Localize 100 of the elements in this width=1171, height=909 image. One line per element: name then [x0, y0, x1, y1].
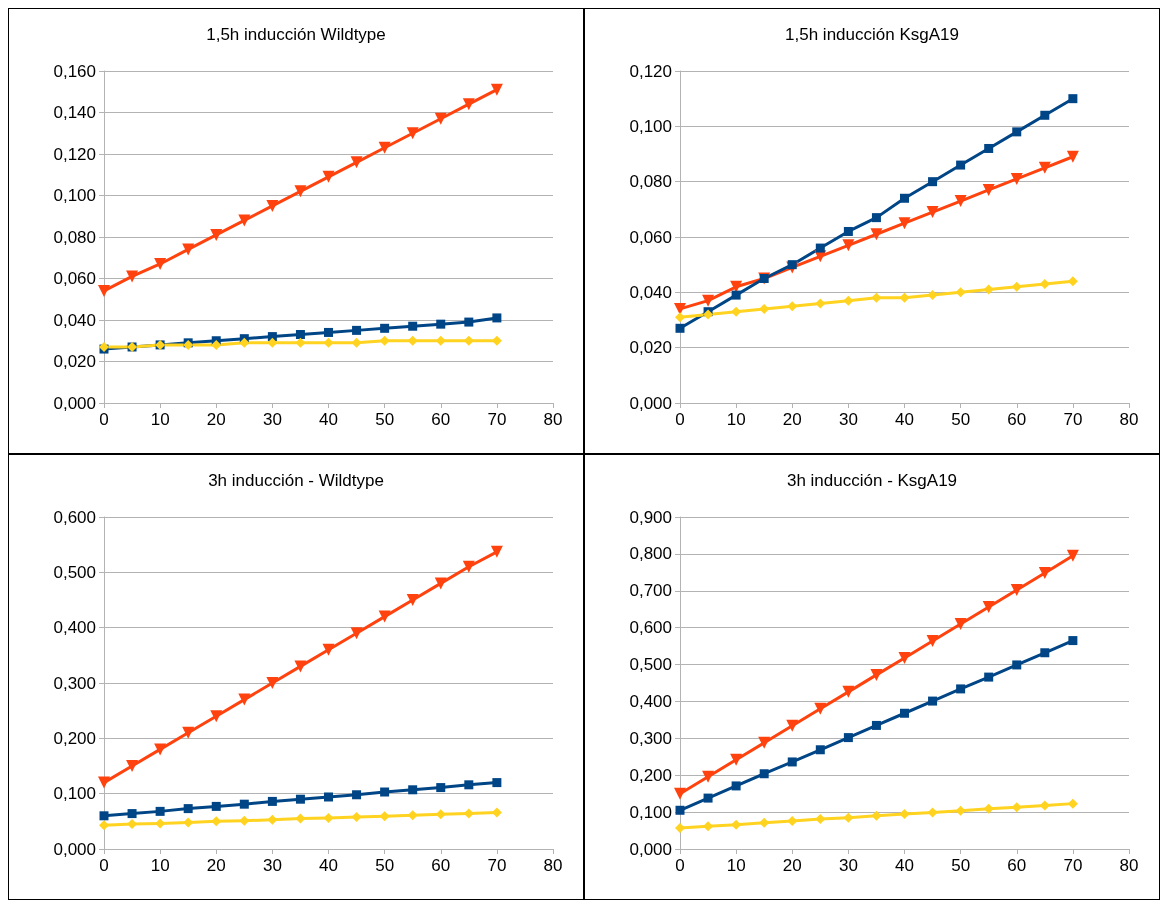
x-tick-label: 0	[675, 410, 685, 429]
x-tick-label: 80	[1119, 856, 1139, 875]
point	[491, 807, 502, 818]
point	[956, 160, 966, 170]
point	[927, 807, 938, 818]
x-tick-label: 80	[543, 856, 563, 875]
x-tick-label: 50	[951, 410, 971, 429]
point	[267, 796, 277, 806]
point	[211, 801, 221, 811]
y-tick-label: 0,100	[629, 116, 672, 136]
point	[238, 214, 251, 227]
y-tick-label: 0,160	[53, 61, 96, 81]
point	[871, 720, 881, 730]
point	[871, 292, 882, 303]
y-tick-label: 0,400	[629, 691, 672, 711]
y-tick-label: 0,040	[629, 282, 672, 302]
chart-title: 1,5h inducción KsgA19	[785, 25, 959, 44]
point	[815, 745, 825, 755]
x-tick-label: 60	[1007, 410, 1027, 429]
point	[871, 213, 881, 223]
y-tick-label: 0,000	[629, 839, 672, 859]
point	[675, 312, 685, 323]
point	[266, 677, 279, 689]
point	[983, 284, 994, 295]
point	[462, 98, 475, 111]
point	[352, 325, 362, 335]
x-tick-label: 80	[1119, 410, 1139, 429]
chart-title: 3h inducción - KsgA19	[786, 471, 958, 490]
point	[239, 337, 250, 348]
point	[99, 811, 109, 821]
point	[1067, 276, 1078, 287]
y-tick-label: 0,700	[629, 581, 672, 601]
point	[956, 684, 966, 694]
point	[380, 323, 390, 333]
x-tick-label: 30	[262, 410, 282, 429]
point	[380, 787, 390, 797]
y-tick-label: 0,020	[53, 352, 96, 371]
point	[295, 794, 305, 804]
x-tick-label: 20	[782, 856, 802, 875]
point	[379, 811, 390, 822]
y-tick-label: 0,080	[629, 172, 672, 192]
x-tick-label: 60	[431, 856, 451, 875]
x-tick-label: 70	[1063, 856, 1083, 875]
x-tick-label: 10	[726, 410, 746, 429]
x-tick-label: 10	[150, 410, 170, 429]
y-tick-label: 0,020	[629, 338, 672, 358]
point	[843, 733, 853, 743]
point	[322, 170, 335, 183]
x-tick-label: 40	[895, 856, 914, 875]
point	[211, 339, 222, 350]
point	[126, 760, 139, 772]
point	[434, 577, 447, 590]
x-tick-label: 70	[1063, 410, 1083, 429]
point	[787, 757, 797, 767]
point	[983, 803, 994, 814]
point	[1068, 636, 1078, 646]
x-tick-label: 30	[838, 856, 858, 875]
point	[787, 301, 798, 312]
point	[324, 327, 333, 337]
x-tick-label: 60	[1007, 856, 1027, 875]
point	[731, 290, 741, 300]
point	[984, 672, 994, 682]
x-tick-label: 10	[150, 856, 170, 875]
point	[183, 817, 194, 828]
point	[463, 808, 474, 819]
point	[99, 820, 109, 831]
x-tick-label: 60	[431, 410, 451, 429]
point	[900, 193, 909, 203]
point	[731, 819, 742, 830]
point	[462, 560, 475, 573]
point	[464, 780, 474, 790]
point	[954, 617, 967, 630]
point	[211, 816, 222, 827]
y-tick-label: 0,500	[629, 655, 672, 675]
y-tick-label: 0,500	[53, 562, 96, 582]
point	[351, 811, 362, 822]
y-tick-label: 0,060	[53, 269, 96, 288]
point	[703, 793, 713, 803]
point	[210, 228, 223, 241]
point	[926, 206, 939, 219]
point	[238, 693, 251, 706]
point	[324, 792, 333, 802]
x-tick-label: 20	[206, 410, 226, 429]
point	[1040, 110, 1050, 120]
point	[842, 685, 855, 698]
point	[350, 627, 363, 640]
point	[815, 243, 825, 253]
point	[490, 83, 503, 96]
point	[406, 594, 419, 606]
y-tick-label: 0,600	[53, 507, 96, 527]
point	[435, 335, 446, 346]
y-tick-label: 0,080	[53, 227, 96, 247]
point	[927, 290, 938, 301]
y-tick-label: 0,040	[53, 310, 96, 330]
point	[98, 284, 110, 297]
point	[787, 260, 797, 270]
point	[759, 769, 769, 779]
point	[1038, 567, 1051, 580]
point	[1012, 127, 1022, 137]
point	[154, 743, 167, 756]
